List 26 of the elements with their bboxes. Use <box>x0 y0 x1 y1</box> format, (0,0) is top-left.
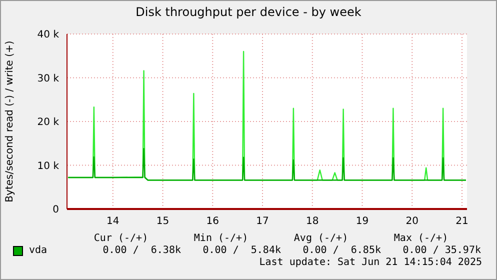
text: Cur (-/+) <box>92 233 150 244</box>
y-tick-label: 0 <box>52 204 59 216</box>
chart-title: Disk throughput per device - by week <box>134 5 362 19</box>
x-tick-label: 18 <box>306 216 319 228</box>
y-tick-label: 40 k <box>37 30 60 41</box>
text: Max (-/+) <box>392 233 450 244</box>
text: 0.00 / 35.97k <box>402 245 481 256</box>
y-tick-label: 30 k <box>37 73 60 84</box>
line-series <box>67 148 467 181</box>
y-tick-label: 20 k <box>37 117 60 128</box>
text: 0.00 / 6.85k <box>302 245 381 256</box>
text: Min (-/+) <box>192 233 250 244</box>
y-axis-title: Bytes/second read (-) / write (+) <box>4 40 16 202</box>
text: Last update: Sat Jun 21 14:15:04 2025 <box>259 257 482 268</box>
y-tick-label: 10 k <box>37 160 60 172</box>
x-tick-label: 20 <box>406 216 419 228</box>
text: 0.00 / 6.38k <box>102 245 181 256</box>
x-tick-label: 16 <box>206 216 220 228</box>
legend-label: vda <box>29 245 48 256</box>
text: 0.00 / 5.84k <box>202 245 281 256</box>
x-tick-label: 17 <box>256 216 269 228</box>
text: Avg (-/+) <box>292 233 350 244</box>
x-tick-label: 15 <box>156 216 170 228</box>
x-tick-label: 14 <box>106 216 120 228</box>
x-tick-label: 21 <box>456 216 468 228</box>
x-tick-label: 19 <box>356 216 369 228</box>
